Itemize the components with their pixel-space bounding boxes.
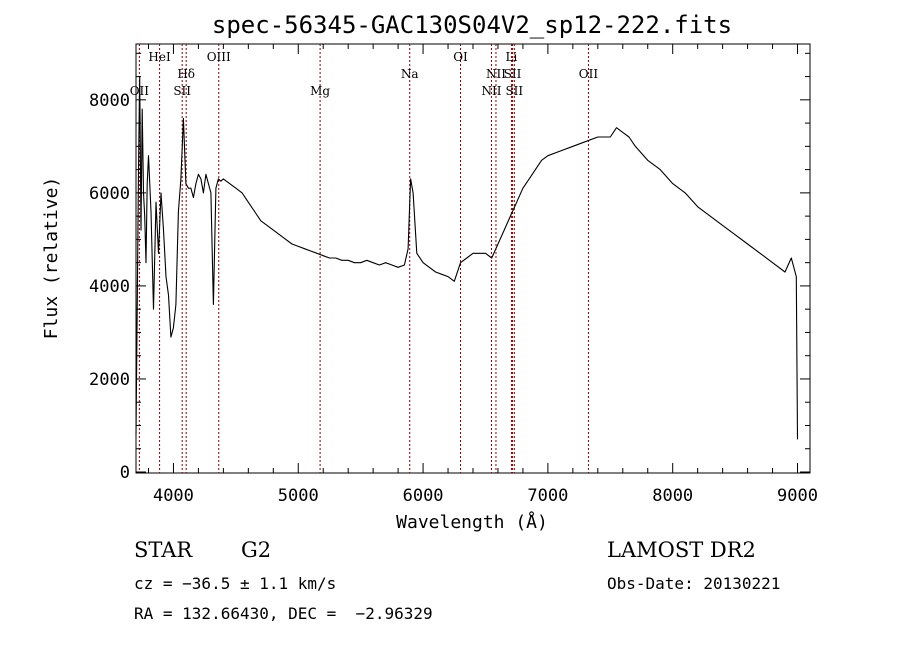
x-tick-label: 5000 <box>278 486 319 506</box>
line-marker-label: SII <box>505 84 523 98</box>
line-marker-label: NII <box>486 67 506 81</box>
object-subclass: G2 <box>241 538 272 562</box>
y-tick-label: 6000 <box>89 184 130 204</box>
y-tick-label: 4000 <box>89 277 130 297</box>
line-markers <box>138 44 589 473</box>
spectrum-line <box>135 76 799 440</box>
y-tick-label: 8000 <box>89 91 130 111</box>
line-marker-label: HeI <box>148 50 171 64</box>
x-tick-label: 7000 <box>527 486 568 506</box>
coordinates: RA = 132.66430, DEC = −2.96329 <box>134 604 433 623</box>
line-marker-label: SII <box>173 84 191 98</box>
y-axis: 0 2000 4000 6000 8000 <box>89 52 810 483</box>
line-marker-label: Li <box>506 50 518 64</box>
line-marker-label: OIII <box>207 50 231 64</box>
y-tick-label: 2000 <box>89 370 130 390</box>
x-axis: 4000 5000 6000 7000 8000 9000 <box>147 44 818 506</box>
y-tick-label: 0 <box>120 463 130 483</box>
object-class: STAR <box>134 538 193 562</box>
redshift-text: cz = −36.5 ± 1.1 km/s <box>134 574 337 593</box>
line-marker-label: Hδ <box>177 67 195 81</box>
x-tick-label: 4000 <box>153 486 194 506</box>
y-axis-label: Flux (relative) <box>41 177 62 340</box>
line-marker-label: OI <box>453 50 468 64</box>
x-tick-label: 8000 <box>652 486 693 506</box>
obs-date: Obs-Date: 20130221 <box>607 574 781 593</box>
x-axis-label: Wavelength (Å) <box>396 511 548 533</box>
line-marker-label: OII <box>579 67 599 81</box>
survey-name: LAMOST DR2 <box>607 538 756 562</box>
line-marker-label: Mg <box>310 84 330 98</box>
line-marker-label: Na <box>401 67 419 81</box>
line-marker-label: NII <box>481 84 501 98</box>
line-marker-label: SII <box>504 67 522 81</box>
chart-title: spec-56345-GAC130S04V2_sp12-222.fits <box>212 11 732 39</box>
plot-frame <box>135 43 811 474</box>
x-tick-label: 6000 <box>403 486 444 506</box>
x-tick-label: 9000 <box>777 486 818 506</box>
